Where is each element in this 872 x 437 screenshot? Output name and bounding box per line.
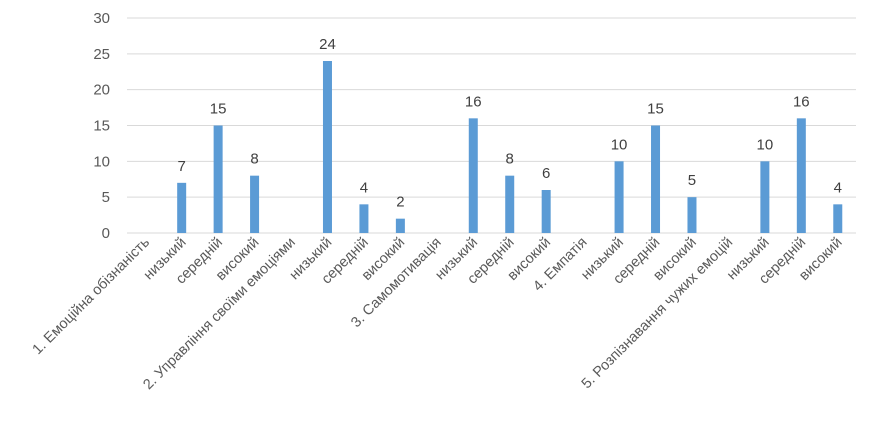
x-category-label: 1. Емоційна обізнаність [30,235,153,358]
data-label: 24 [319,36,336,53]
y-axis-tick-labels: 0 5 10 15 20 25 30 [93,10,110,242]
data-label: 5 [688,172,696,189]
bar [468,118,478,233]
data-label: 10 [611,136,628,153]
bars [177,61,843,233]
bar [687,197,697,233]
bar [359,204,369,233]
y-tick-label: 5 [102,189,110,206]
bar [395,218,405,233]
data-label: 4 [360,179,368,196]
data-label: 8 [506,151,514,168]
data-label: 6 [542,165,550,182]
y-tick-label: 30 [93,10,110,27]
bar [250,175,260,233]
gridlines [127,17,856,234]
data-label: 7 [178,158,186,175]
data-label: 10 [757,136,774,153]
y-tick-label: 20 [93,82,110,99]
data-label: 15 [647,101,664,118]
bar [760,161,770,233]
y-tick-label: 15 [93,118,110,135]
data-labels: 7 15 8 24 4 2 16 8 6 10 15 5 10 16 4 [178,36,842,211]
bar [322,61,332,233]
x-axis-category-labels: 1. Емоційна обізнаністьнизькийсереднійви… [30,235,846,393]
bar [505,175,515,233]
data-label: 8 [250,151,258,168]
bar [796,118,806,233]
bar [541,190,551,233]
y-tick-label: 25 [93,46,110,63]
bar [651,125,661,233]
bar [177,182,187,233]
data-label: 15 [210,101,227,118]
y-tick-label: 0 [102,225,110,242]
data-label: 2 [396,194,404,211]
bar [833,204,843,233]
data-label: 16 [465,93,482,110]
bar [213,125,223,233]
data-label: 4 [834,179,842,196]
y-tick-label: 10 [93,153,110,170]
data-label: 16 [793,93,810,110]
bar [614,161,624,233]
